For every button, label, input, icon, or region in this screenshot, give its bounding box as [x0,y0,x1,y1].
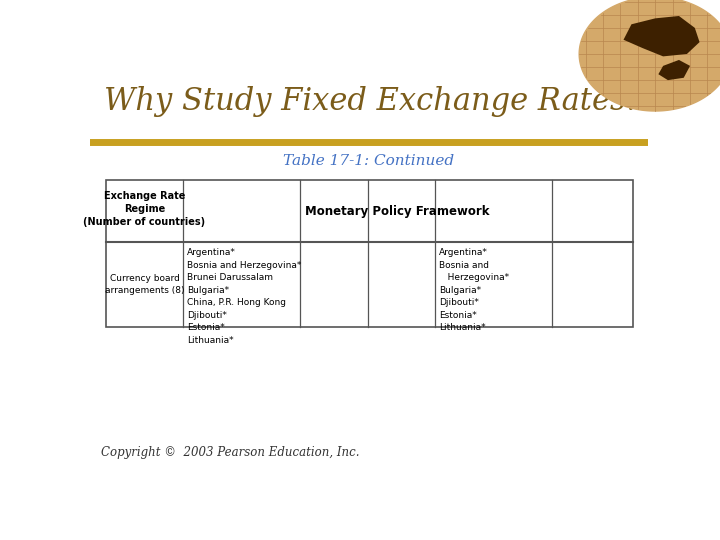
Polygon shape [624,16,700,56]
Text: Monetary Policy Framework: Monetary Policy Framework [305,205,490,218]
Bar [106,180,632,327]
Text: Argentina*
Bosnia and
   Herzegovina*
Bulgaria*
Djibouti*
Estonia*
Lithuania*: Argentina* Bosnia and Herzegovina* Bulga… [439,248,510,332]
Text: Copyright ©  2003 Pearson Education, Inc.: Copyright © 2003 Pearson Education, Inc. [101,446,359,459]
Text: Exchange Rate
Regime
(Number of countries): Exchange Rate Regime (Number of countrie… [84,191,206,227]
Text: Table 17-1: Continued: Table 17-1: Continued [284,154,454,168]
Polygon shape [658,60,690,80]
Bar [90,65,648,142]
Text: Why Study Fixed Exchange Rates?: Why Study Fixed Exchange Rates? [104,86,642,117]
Text: Currency board
arrangements (8): Currency board arrangements (8) [104,274,184,295]
Bar [106,180,632,327]
Polygon shape [579,0,720,111]
Text: Argentina*
Bosnia and Herzegovina*
Brunei Darussalam
Bulgaria*
China, P.R. Hong : Argentina* Bosnia and Herzegovina* Brune… [187,248,302,345]
